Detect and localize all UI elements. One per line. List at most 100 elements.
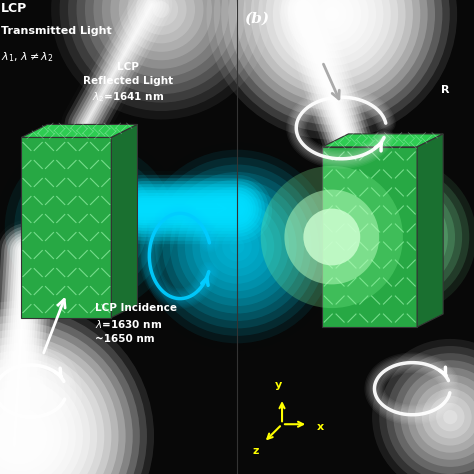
Circle shape [19,382,42,405]
Circle shape [207,217,267,276]
Circle shape [0,372,83,474]
Circle shape [110,0,212,60]
Circle shape [0,401,55,472]
Circle shape [258,0,406,88]
Circle shape [0,308,147,474]
Circle shape [0,408,47,465]
Circle shape [200,209,274,284]
Text: LCP: LCP [1,2,27,15]
Circle shape [177,187,297,306]
Circle shape [93,0,229,77]
Circle shape [214,0,450,132]
Circle shape [341,180,455,294]
Circle shape [0,329,126,474]
Circle shape [207,0,457,139]
Circle shape [76,0,246,94]
Circle shape [0,386,69,474]
Circle shape [33,171,147,284]
Circle shape [429,396,472,438]
Circle shape [379,346,474,474]
Circle shape [170,180,304,313]
Circle shape [8,371,54,416]
Circle shape [0,322,133,474]
Circle shape [334,173,462,301]
Circle shape [251,0,413,95]
Circle shape [25,388,36,399]
Circle shape [222,232,252,261]
Circle shape [302,0,361,44]
Circle shape [236,0,428,110]
Circle shape [52,190,128,265]
Circle shape [363,201,434,273]
Circle shape [391,230,405,244]
Circle shape [408,374,474,460]
Circle shape [310,0,354,36]
Circle shape [71,209,109,246]
Circle shape [14,376,48,410]
Text: (b): (b) [244,12,269,26]
Circle shape [5,142,175,313]
Circle shape [436,403,465,431]
Circle shape [144,0,178,27]
Circle shape [60,0,263,111]
Circle shape [443,410,457,424]
Polygon shape [111,125,137,318]
Circle shape [2,365,59,422]
Text: x: x [317,421,324,432]
Circle shape [136,0,187,35]
Circle shape [0,315,140,474]
Circle shape [288,0,376,58]
Circle shape [163,172,311,321]
Circle shape [43,180,137,275]
Circle shape [0,342,82,445]
Circle shape [24,161,156,294]
Text: Transmitted Light: Transmitted Light [1,26,112,36]
Circle shape [0,365,90,474]
Circle shape [0,344,111,474]
Circle shape [284,190,379,284]
Circle shape [0,379,76,474]
Circle shape [0,354,71,433]
Circle shape [280,0,383,66]
Circle shape [102,0,220,69]
Circle shape [0,301,154,474]
Circle shape [5,422,33,450]
Polygon shape [417,134,443,327]
Polygon shape [21,125,137,137]
Circle shape [320,159,474,315]
Circle shape [215,224,259,269]
Circle shape [192,202,282,291]
Circle shape [327,166,469,308]
Circle shape [372,339,474,474]
Polygon shape [322,147,417,327]
Circle shape [356,194,441,280]
Text: LCP
Reflected Light
$\lambda_2$=1641 nm: LCP Reflected Light $\lambda_2$=1641 nm [83,62,173,104]
Circle shape [348,187,448,287]
Circle shape [370,209,427,265]
Circle shape [119,0,203,52]
Circle shape [384,223,412,251]
Circle shape [0,358,97,474]
Circle shape [0,337,118,474]
Text: y: y [274,380,282,390]
Polygon shape [21,137,111,318]
Circle shape [243,0,420,103]
Circle shape [377,216,419,258]
Circle shape [51,0,271,119]
Circle shape [0,393,62,474]
Circle shape [153,1,170,18]
Circle shape [14,152,166,303]
Circle shape [317,0,346,29]
Circle shape [303,209,360,265]
Circle shape [0,348,76,439]
Circle shape [12,429,26,443]
Circle shape [0,359,65,428]
Circle shape [0,415,40,457]
Circle shape [386,353,474,474]
Circle shape [147,157,327,336]
Text: $\lambda_1$, $\lambda \neq \lambda_2$: $\lambda_1$, $\lambda \neq \lambda_2$ [1,50,53,64]
Circle shape [265,0,398,81]
Text: LCP Incidence
$\lambda$=1630 nm
~1650 nm: LCP Incidence $\lambda$=1630 nm ~1650 nm [95,303,177,344]
Circle shape [140,150,334,343]
Circle shape [128,0,195,43]
